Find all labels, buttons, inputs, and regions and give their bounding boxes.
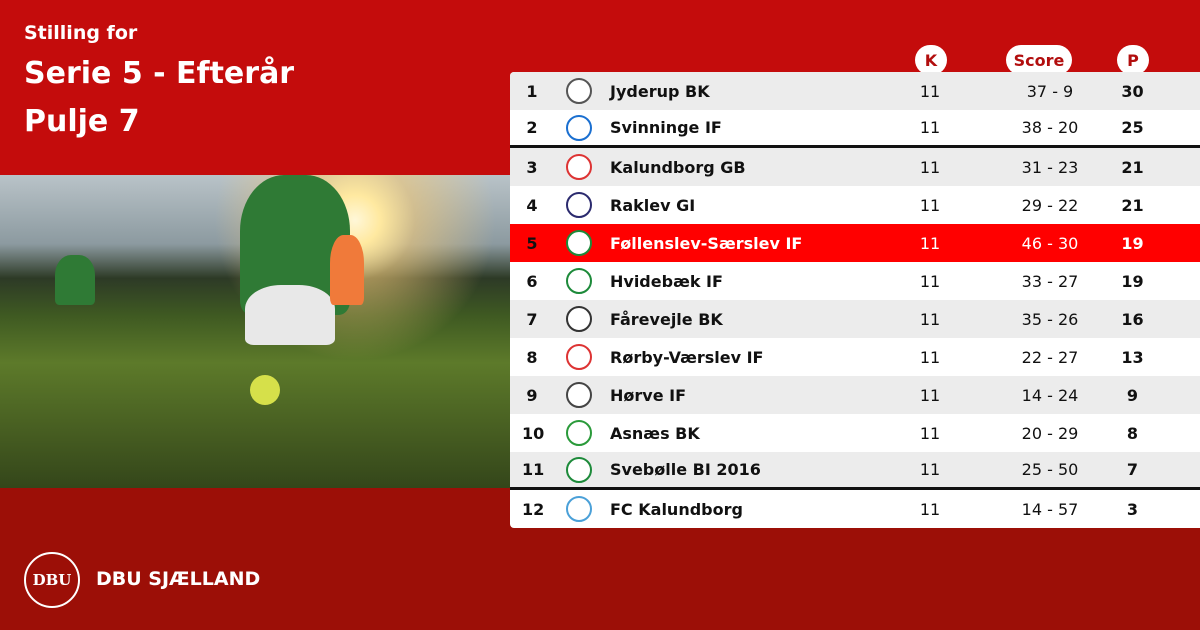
title-prefix: Stilling for	[24, 22, 138, 44]
matches-played: 11	[919, 423, 941, 443]
pool-title: Pulje 7	[24, 104, 140, 139]
matches-played: 11	[919, 499, 941, 519]
brand-name: DBU SJÆLLAND	[96, 568, 261, 590]
team-name: Kalundborg GB	[610, 157, 746, 177]
team-name: Fårevejle BK	[610, 309, 723, 329]
column-header-p: P	[1117, 45, 1149, 75]
rank-cell: 10	[522, 423, 545, 443]
rank-cell: 6	[526, 271, 538, 291]
team-logo-icon	[566, 382, 592, 408]
rank-cell: 9	[526, 385, 538, 405]
rank-cell: 2	[526, 118, 538, 137]
table-row: 10 Asnæs BK 11 20 - 29 8	[510, 414, 1200, 452]
rank-cell: 11	[522, 460, 545, 479]
table-row: 9 Hørve IF 11 14 - 24 9	[510, 376, 1200, 414]
points-cell: 21	[1121, 157, 1144, 177]
matches-played: 11	[919, 347, 941, 367]
rank-cell: 7	[526, 309, 538, 329]
score-cell: 33 - 27	[1021, 271, 1079, 291]
table-row: 1 Jyderup BK 11 37 - 9 30	[510, 72, 1200, 110]
matches-played: 11	[919, 233, 941, 253]
team-logo-icon	[566, 192, 592, 218]
rank-cell: 1	[526, 81, 538, 101]
points-cell: 30	[1121, 81, 1144, 101]
score-cell: 37 - 9	[1026, 81, 1074, 101]
points-cell: 19	[1121, 233, 1144, 253]
table-row: 4 Raklev GI 11 29 - 22 21	[510, 186, 1200, 224]
score-cell: 38 - 20	[1021, 118, 1079, 137]
matches-played: 11	[919, 271, 941, 291]
team-name: Asnæs BK	[610, 423, 700, 443]
team-name: Hvidebæk IF	[610, 271, 723, 291]
table-row: 6 Hvidebæk IF 11 33 - 27 19	[510, 262, 1200, 300]
team-name: Rørby-Værslev IF	[610, 347, 764, 367]
score-cell: 25 - 50	[1021, 460, 1079, 479]
team-name: Svinninge IF	[610, 118, 722, 137]
points-cell: 3	[1126, 499, 1139, 519]
points-cell: 8	[1126, 423, 1139, 443]
team-logo-icon	[566, 456, 592, 483]
team-logo-icon	[566, 496, 592, 522]
column-header-k: K	[915, 45, 947, 75]
rank-cell: 3	[526, 157, 538, 177]
score-cell: 31 - 23	[1021, 157, 1079, 177]
column-header-score: Score	[1006, 45, 1072, 75]
table-row: 5 Føllenslev-Særslev IF 11 46 - 30 19	[510, 224, 1200, 262]
rank-cell: 4	[526, 195, 538, 215]
table-row: 2 Svinninge IF 11 38 - 20 25	[510, 110, 1200, 148]
table-row: 7 Fårevejle BK 11 35 - 26 16	[510, 300, 1200, 338]
rank-cell: 8	[526, 347, 538, 367]
table-row: 12 FC Kalundborg 11 14 - 57 3	[510, 490, 1200, 528]
points-cell: 21	[1121, 195, 1144, 215]
team-name: Hørve IF	[610, 385, 687, 405]
points-cell: 19	[1121, 271, 1144, 291]
football-photo	[0, 175, 510, 488]
team-logo-icon	[566, 344, 592, 370]
score-cell: 35 - 26	[1021, 309, 1079, 329]
points-cell: 9	[1126, 385, 1139, 405]
matches-played: 11	[919, 118, 941, 137]
team-name: Svebølle BI 2016	[610, 460, 761, 479]
score-cell: 14 - 24	[1021, 385, 1079, 405]
matches-played: 11	[919, 309, 941, 329]
points-cell: 7	[1126, 460, 1139, 479]
rank-cell: 5	[526, 233, 538, 253]
team-logo-icon	[566, 306, 592, 332]
matches-played: 11	[919, 157, 941, 177]
team-logo-icon	[566, 420, 592, 446]
matches-played: 11	[919, 81, 941, 101]
team-name: Jyderup BK	[610, 81, 710, 101]
league-title: Serie 5 - Efterår	[24, 56, 295, 91]
table-row: 11 Svebølle BI 2016 11 25 - 50 7	[510, 452, 1200, 490]
points-cell: 13	[1121, 347, 1144, 367]
score-cell: 14 - 57	[1021, 499, 1079, 519]
dbu-logo: DBU	[24, 552, 80, 608]
table-row: 3 Kalundborg GB 11 31 - 23 21	[510, 148, 1200, 186]
score-cell: 22 - 27	[1021, 347, 1079, 367]
rank-cell: 12	[522, 499, 545, 519]
points-cell: 25	[1121, 118, 1144, 137]
score-cell: 20 - 29	[1021, 423, 1079, 443]
team-logo-icon	[566, 114, 592, 141]
team-logo-icon	[566, 268, 592, 294]
matches-played: 11	[919, 195, 941, 215]
team-name: Føllenslev-Særslev IF	[610, 233, 803, 253]
team-name: FC Kalundborg	[610, 499, 743, 519]
team-logo-icon	[566, 230, 592, 256]
team-name: Raklev GI	[610, 195, 696, 215]
score-cell: 29 - 22	[1021, 195, 1079, 215]
table-row: 8 Rørby-Værslev IF 11 22 - 27 13	[510, 338, 1200, 376]
standings-table: 1 Jyderup BK 11 37 - 9 30 2 Svinninge IF 11 38 -…	[510, 72, 1200, 528]
points-cell: 16	[1121, 309, 1144, 329]
matches-played: 11	[919, 385, 941, 405]
score-cell: 46 - 30	[1021, 233, 1079, 253]
team-logo-icon	[566, 154, 592, 180]
matches-played: 11	[919, 460, 941, 479]
team-logo-icon	[566, 78, 592, 104]
